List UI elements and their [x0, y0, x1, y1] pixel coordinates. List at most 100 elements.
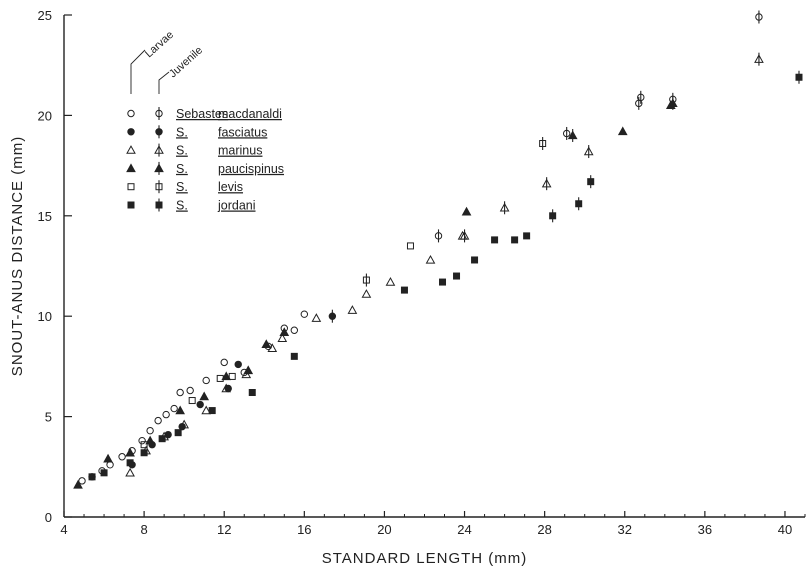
point-larvae-macdanaldi: [162, 410, 170, 419]
point-larvae-macdanaldi: [170, 404, 178, 413]
point-larvae-macdanaldi: [146, 426, 154, 435]
point-larvae-levis: [140, 441, 148, 449]
legend-species: fasciatus: [218, 125, 267, 139]
x-tick-label: 12: [217, 522, 231, 537]
point-larvae-paucispinus: [617, 126, 628, 136]
legend-juvenile-marker: [155, 107, 163, 120]
point-larvae-macdanaldi: [186, 386, 194, 395]
point-juvenile-marinus: [583, 145, 594, 159]
point-larvae-macdanaldi: [118, 453, 126, 461]
y-tick-label: 20: [38, 108, 52, 123]
point-larvae-fasciatus: [196, 400, 204, 409]
point-juvenile-marinus: [459, 229, 470, 243]
point-larvae-paucispinus: [103, 453, 113, 463]
point-larvae-marinus: [201, 405, 212, 415]
point-larvae-jordani: [88, 473, 96, 481]
point-larvae-macdanaldi: [202, 376, 210, 385]
point-juvenile-fasciatus: [328, 309, 337, 323]
legend-leader-larvae: [130, 49, 146, 94]
legend-juvenile-marker: [155, 180, 163, 194]
x-tick-label: 28: [537, 522, 551, 537]
legend-larvae-marker: [127, 201, 135, 209]
x-tick-label: 8: [140, 522, 147, 537]
point-larvae-macdanaldi: [78, 477, 86, 485]
legend-species: paucispinus: [218, 162, 284, 176]
legend-stage-larvae: Larvae: [143, 29, 176, 60]
x-tick-label: 32: [618, 522, 632, 537]
legend-larvae-marker: [126, 163, 136, 173]
point-larvae-jordani: [126, 459, 134, 467]
point-juvenile-paucispinus: [567, 128, 578, 142]
point-juvenile-macdanaldi: [637, 90, 645, 104]
point-larvae-macdanaldi: [290, 326, 299, 334]
point-larvae-paucispinus: [221, 371, 232, 381]
legend-larvae-marker: [127, 128, 135, 136]
series-marinus: [125, 52, 764, 477]
point-larvae-paucispinus: [199, 391, 210, 401]
point-larvae-paucispinus: [145, 435, 155, 445]
point-larvae-marinus: [179, 419, 190, 429]
point-larvae-jordani: [248, 389, 256, 397]
legend-juvenile-marker: [155, 198, 163, 212]
point-larvae-marinus: [361, 289, 372, 298]
point-larvae-macdanaldi: [300, 310, 309, 318]
y-axis-title: SNOUT-ANUS DISTANCE (mm): [9, 136, 26, 376]
point-larvae-marinus: [277, 333, 288, 342]
point-juvenile-jordani: [795, 70, 803, 84]
legend-larvae-marker: [127, 109, 135, 118]
point-juvenile-levis: [362, 273, 370, 287]
legend-larvae-marker: [127, 183, 135, 191]
point-juvenile-jordani: [549, 209, 557, 223]
axes: 4 8 12 16 20 24 28 32 36 40 0 5 10 15 20 25: [38, 8, 806, 537]
series-fasciatus: [128, 309, 337, 469]
point-larvae-jordani: [290, 352, 298, 360]
point-larvae-jordani: [140, 449, 148, 457]
legend-juvenile-marker: [154, 161, 164, 175]
point-larvae-marinus: [221, 383, 232, 393]
legend-juvenile-marker: [155, 125, 163, 139]
y-tick-label: 25: [38, 8, 52, 23]
legend-leader-juvenile: [158, 71, 170, 94]
x-ticks: 4 8 12 16 20 24 28 32 36 40: [60, 511, 806, 537]
legend-larvae-marker: [126, 145, 136, 154]
legend-species: jordani: [217, 199, 256, 213]
y-tick-label: 5: [45, 410, 52, 425]
point-larvae-paucispinus: [73, 479, 83, 489]
point-juvenile-levis: [539, 137, 547, 151]
point-juvenile-marinus: [499, 201, 510, 215]
point-larvae-marinus: [425, 254, 436, 264]
legend-species: levis: [218, 180, 243, 194]
legend-juvenile-marker: [154, 143, 164, 157]
point-larvae-jordani: [439, 278, 447, 286]
point-larvae-macdanaldi: [106, 461, 114, 469]
point-larvae-jordani: [523, 232, 531, 240]
legend-genus: S.: [176, 144, 188, 158]
legend-genus: S.: [176, 162, 188, 176]
legend-species: marinus: [218, 144, 262, 158]
x-tick-label: 36: [698, 522, 712, 537]
point-larvae-marinus: [385, 277, 396, 286]
x-tick-label: 20: [377, 522, 391, 537]
series-paucispinus: [73, 96, 678, 489]
point-larvae-paucispinus: [261, 339, 272, 349]
y-tick-label: 10: [38, 309, 52, 324]
point-juvenile-macdanaldi: [434, 229, 443, 243]
point-larvae-levis: [406, 242, 414, 250]
point-juvenile-jordani: [587, 175, 595, 189]
series-levis: [140, 137, 547, 449]
point-larvae-jordani: [158, 435, 166, 443]
point-larvae-paucispinus: [279, 327, 290, 336]
legend-genus: S.: [176, 125, 188, 139]
legend-genus: S.: [176, 199, 188, 213]
point-larvae-paucispinus: [243, 365, 254, 375]
y-ticks: 0 5 10 15 20 25: [38, 8, 72, 525]
x-tick-label: 40: [778, 522, 792, 537]
point-larvae-levis: [188, 397, 196, 405]
point-larvae-jordani: [511, 236, 519, 244]
point-larvae-paucispinus: [175, 405, 186, 415]
point-juvenile-macdanaldi: [562, 126, 571, 140]
point-larvae-marinus: [347, 305, 358, 314]
point-larvae-jordani: [491, 236, 499, 244]
